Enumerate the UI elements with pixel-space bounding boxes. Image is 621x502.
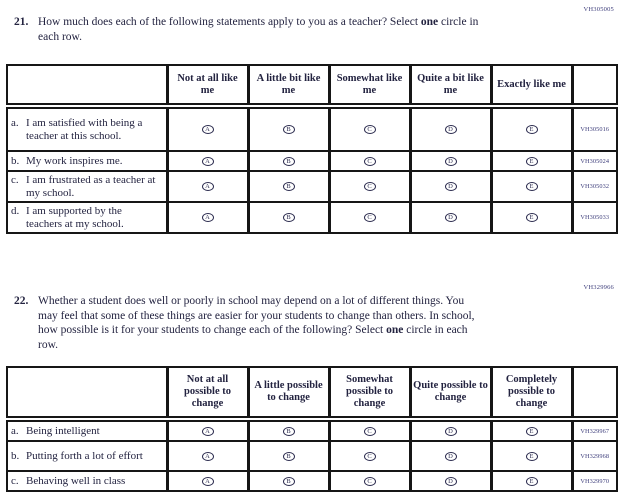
question-22-bold-word: one [386,324,404,336]
answer-bubble-d[interactable]: D [444,125,457,135]
answer-bubble-b[interactable]: B [282,182,295,192]
empty-header-cell [6,366,168,422]
table-row-c: c. I am frustrated as a teacher at my sch… [6,170,618,203]
answer-bubble-c[interactable]: C [363,451,376,461]
answer-bubble-a[interactable]: A [201,125,214,135]
answer-bubble-c[interactable]: C [363,156,376,166]
header-row: Not at all like me A little bit like me … [6,64,618,109]
empty-code-header-cell [570,366,618,422]
answer-bubble-a[interactable]: A [201,156,214,166]
empty-header-cell [6,64,168,109]
answer-bubble-b[interactable]: B [282,156,295,166]
column-header-a-little-possible: A little possible to change [246,366,330,422]
column-header-not-at-all-possible: Not at all possible to change [165,366,249,422]
answer-bubble-e[interactable]: E [525,426,538,436]
answer-bubble-c[interactable]: C [363,476,376,486]
column-header-quite-possible: Quite possible to change [408,366,492,422]
row-letter: c. [11,174,19,186]
question-21-bold-word: one [420,16,439,28]
item-code: VH305016 [570,105,618,152]
answer-bubble-d[interactable]: D [444,182,457,192]
answer-bubble-e[interactable]: E [525,182,538,192]
answer-bubble-d[interactable]: D [444,213,457,223]
answer-bubble-c[interactable]: C [363,125,376,135]
column-header-completely-possible: Completely possible to change [489,366,573,422]
column-header-a-little-bit: A little bit like me [246,64,330,109]
column-header-somewhat: Somewhat like me [327,64,411,109]
answer-bubble-c[interactable]: C [363,426,376,436]
column-header-quite-a-bit: Quite a bit like me [408,64,492,109]
question-21: 21. How much does each of the following … [14,15,484,44]
empty-code-header-cell [570,64,618,109]
item-code: VH305024 [570,150,618,172]
answer-bubble-b[interactable]: B [282,451,295,461]
table-row-c: c. Behaving well in class A B C D E VH329… [6,470,618,492]
item-code: VH329968 [570,440,618,472]
item-code: VH329970 [570,470,618,492]
row-letter: b. [11,449,20,462]
question-22-accession-code: VH329966 [583,284,614,291]
answer-bubble-c[interactable]: C [363,182,376,192]
question-21-table: Not at all like me A little bit like me … [6,64,618,234]
answer-bubble-e[interactable]: E [525,451,538,461]
answer-bubble-b[interactable]: B [282,476,295,486]
question-22-table: Not at all possible to change A little p… [6,366,618,492]
item-code: VH305032 [570,170,618,203]
question-22-section: VH329966 22. Whether a student does well… [0,276,621,492]
table-row-a: a. I am satisfied with being a teacher at… [6,105,618,152]
answer-bubble-d[interactable]: D [444,156,457,166]
answer-bubble-b[interactable]: B [282,125,295,135]
table-row-d: d. I am supported by the teachers at my s… [6,201,618,234]
row-letter: a. [11,117,19,129]
answer-bubble-e[interactable]: E [525,213,538,223]
answer-bubble-e[interactable]: E [525,156,538,166]
row-letter: d. [11,205,20,217]
row-statement: Being intelligent [26,424,100,437]
column-header-exactly-like: Exactly like me [489,64,573,109]
answer-bubble-e[interactable]: E [525,125,538,135]
row-letter: b. [11,154,20,167]
answer-bubble-e[interactable]: E [525,476,538,486]
answer-bubble-b[interactable]: B [282,426,295,436]
answer-bubble-d[interactable]: D [444,451,457,461]
table-row-b: b. My work inspires me. A B C D E VH30502… [6,150,618,172]
answer-bubble-c[interactable]: C [363,213,376,223]
row-letter: a. [11,424,19,437]
question-22-number: 22. [14,295,29,307]
question-21-number: 21. [14,16,29,28]
question-22-text: Whether a student does well or poorly in… [38,295,475,351]
answer-bubble-a[interactable]: A [201,213,214,223]
item-code: VH305033 [570,201,618,234]
row-statement: I am frustrated as a teacher at my schoo… [26,174,156,199]
row-statement: I am supported by the teachers at my sch… [26,205,124,230]
row-statement: I am satisfied with being a teacher at t… [26,117,143,142]
item-code: VH329967 [570,418,618,442]
answer-bubble-d[interactable]: D [444,476,457,486]
answer-bubble-d[interactable]: D [444,426,457,436]
answer-bubble-a[interactable]: A [201,476,214,486]
row-letter: c. [11,474,19,487]
answer-bubble-a[interactable]: A [201,426,214,436]
question-21-accession-code: VH305005 [583,6,614,13]
row-statement: My work inspires me. [26,154,123,167]
answer-bubble-a[interactable]: A [201,451,214,461]
row-statement: Behaving well in class [26,474,126,487]
question-21-text: How much does each of the following stat… [38,16,479,43]
question-21-section: VH305005 21. How much does each of the f… [0,0,621,234]
row-statement: Putting forth a lot of effort [26,449,143,462]
answer-bubble-a[interactable]: A [201,182,214,192]
answer-bubble-b[interactable]: B [282,213,295,223]
question-22: 22. Whether a student does well or poorl… [14,276,484,352]
column-header-not-at-all: Not at all like me [165,64,249,109]
table-row-a: a. Being intelligent A B C D E VH329967 [6,418,618,442]
header-row: Not at all possible to change A little p… [6,366,618,422]
table-row-b: b. Putting forth a lot of effort A B C D … [6,440,618,472]
column-header-somewhat-possible: Somewhat possible to change [327,366,411,422]
